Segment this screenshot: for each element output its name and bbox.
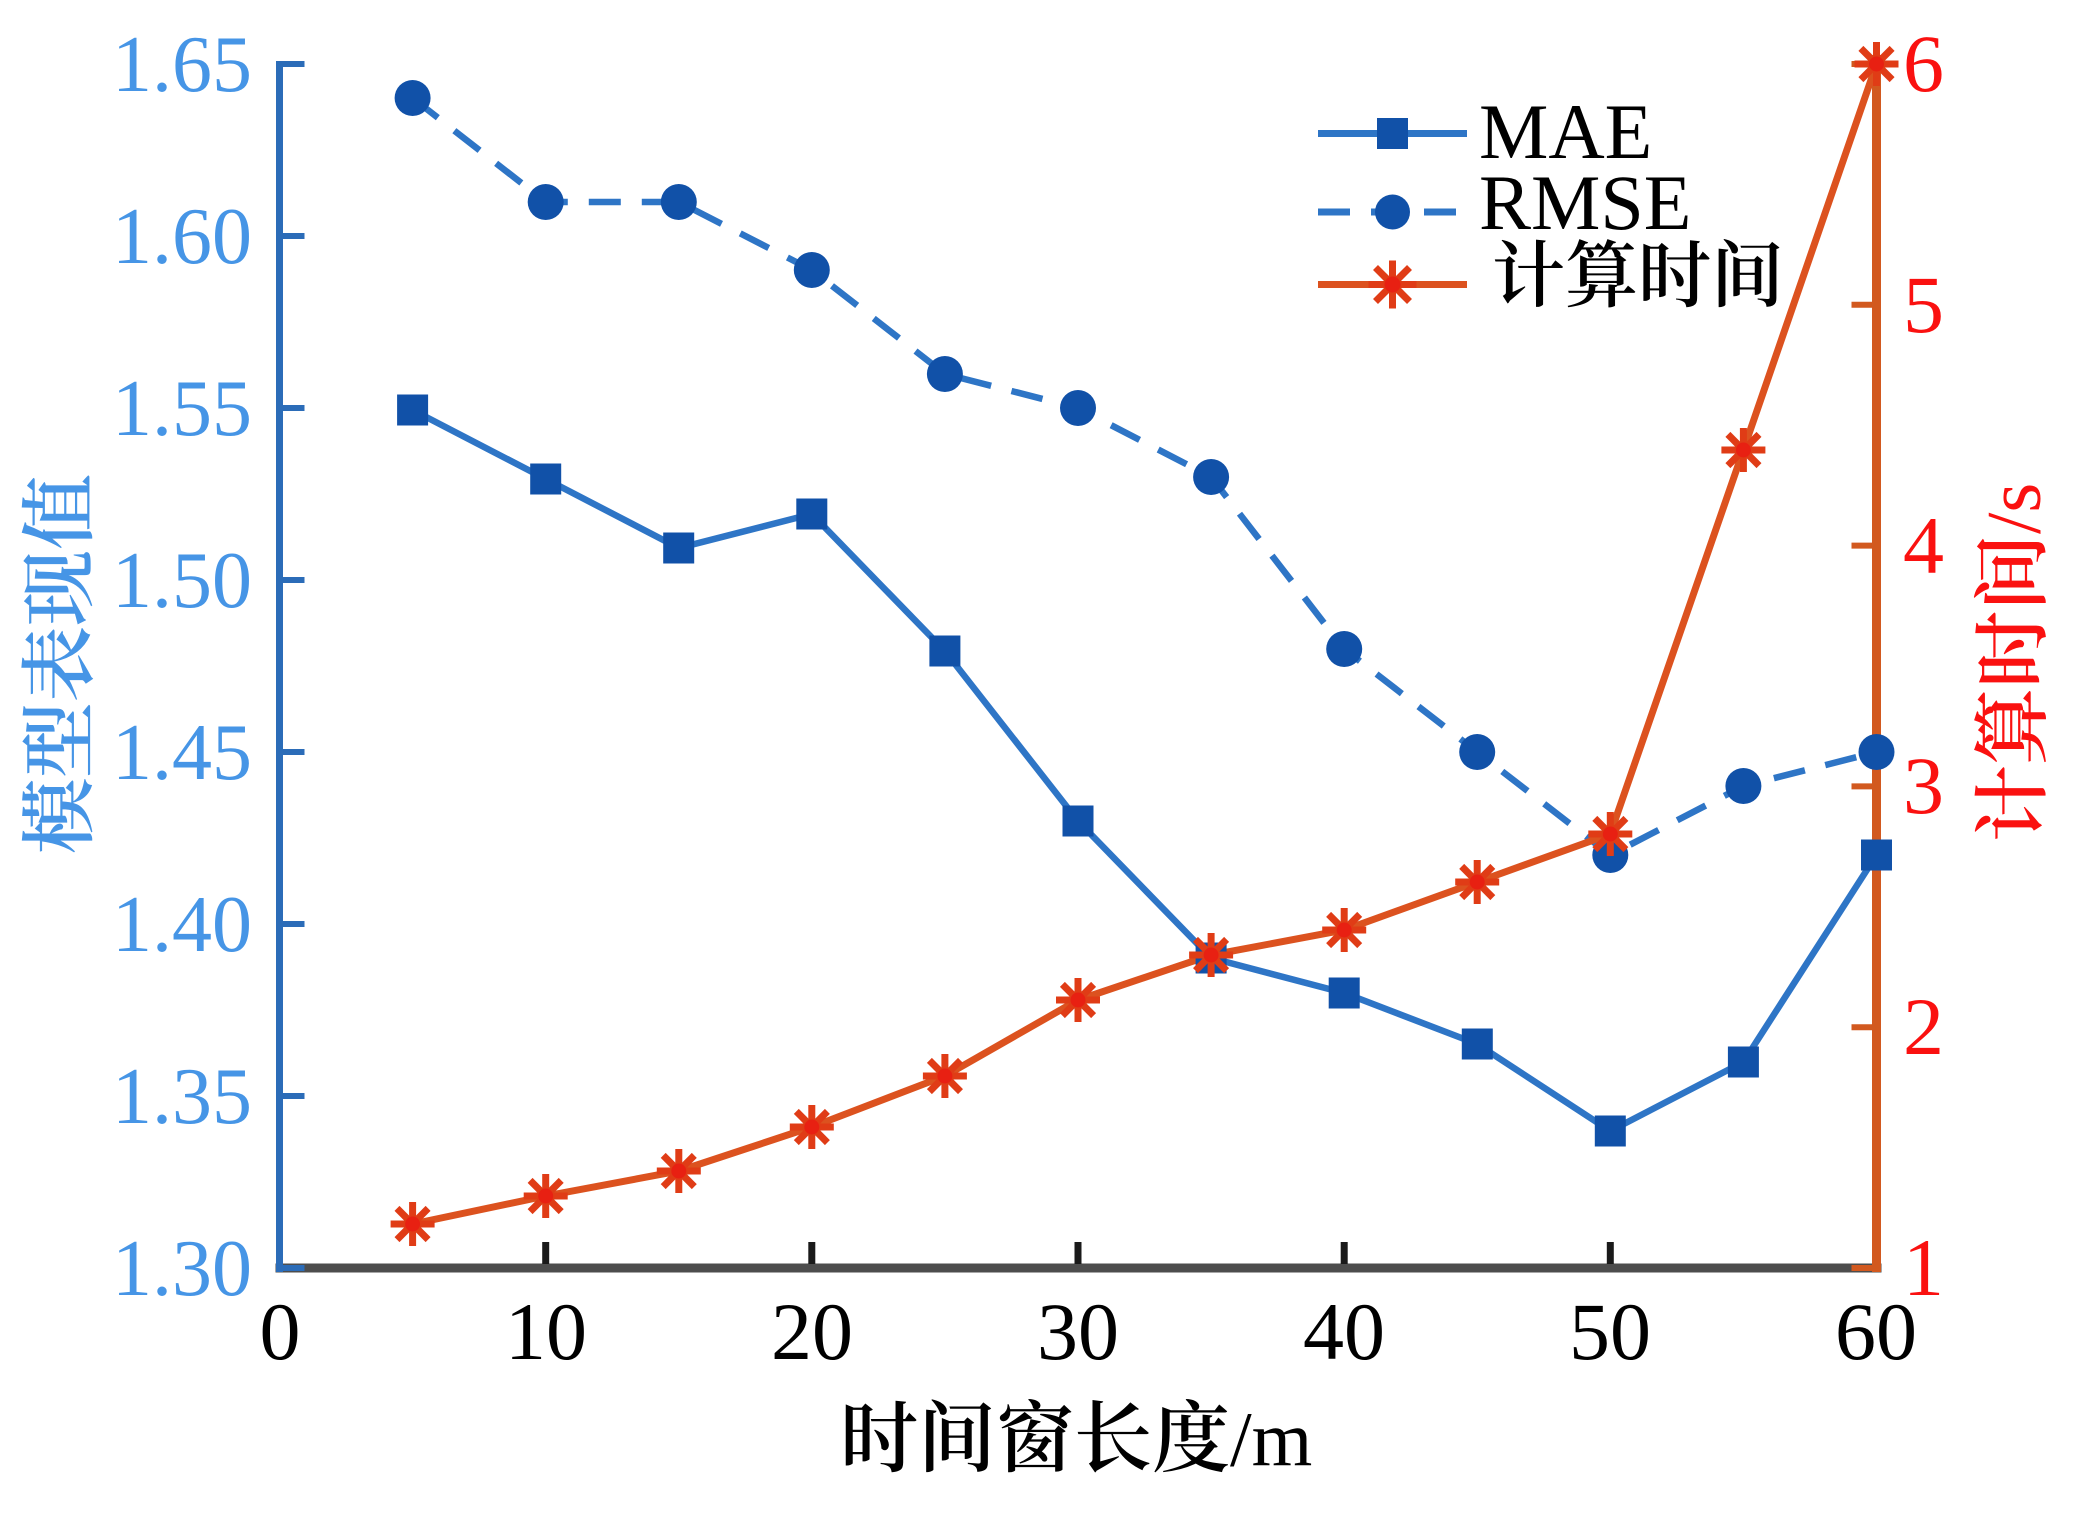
svg-text:5: 5 <box>1903 259 1944 350</box>
svg-text:1.35: 1.35 <box>112 1053 252 1141</box>
svg-text:1.45: 1.45 <box>112 709 252 797</box>
svg-text:1.55: 1.55 <box>112 365 252 453</box>
svg-text:2: 2 <box>1903 981 1944 1072</box>
svg-text:60: 60 <box>1835 1286 1917 1377</box>
svg-text:30: 30 <box>1037 1286 1119 1377</box>
svg-text:0: 0 <box>260 1286 301 1377</box>
svg-text:1.60: 1.60 <box>112 193 252 281</box>
svg-text:1.65: 1.65 <box>112 21 252 109</box>
svg-text:3: 3 <box>1903 740 1944 831</box>
svg-text:20: 20 <box>771 1286 853 1377</box>
svg-text:1.40: 1.40 <box>112 881 252 969</box>
svg-text:/m: /m <box>1230 1396 1312 1483</box>
svg-text:40: 40 <box>1303 1286 1385 1377</box>
svg-text:1: 1 <box>1903 1222 1944 1313</box>
svg-text:4: 4 <box>1903 500 1944 591</box>
svg-text:6: 6 <box>1903 18 1944 109</box>
svg-text:10: 10 <box>505 1286 587 1377</box>
svg-text:1.30: 1.30 <box>112 1225 252 1313</box>
svg-text:MAE: MAE <box>1479 88 1652 175</box>
svg-text:50: 50 <box>1569 1286 1651 1377</box>
svg-text:/s: /s <box>1970 483 2056 534</box>
svg-text:RMSE: RMSE <box>1479 159 1691 246</box>
svg-text:1.50: 1.50 <box>112 537 252 625</box>
